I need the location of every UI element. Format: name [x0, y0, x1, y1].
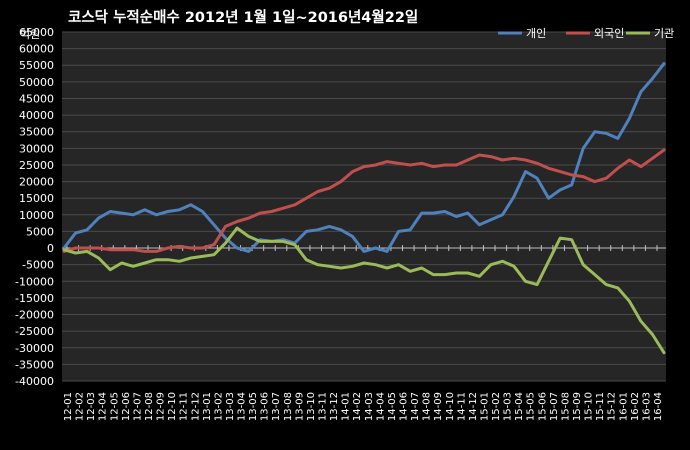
x-tick-label: 13-06 [260, 392, 271, 421]
x-tick-label: 13-11 [318, 392, 329, 421]
series-line-개인 [62, 62, 666, 253]
legend-label: 외국인 [594, 27, 624, 40]
x-tick-label: 12-03 [86, 392, 97, 421]
x-axis: 12-01 12-02 12-03 12-04 12-05 12-06 12-07 12-08… [62, 245, 666, 421]
y-tick-label: 60000 [19, 43, 54, 56]
series-line-기관 [62, 226, 666, 355]
y-tick-label: -40000 [15, 375, 54, 388]
y-tick-label: -15000 [15, 292, 54, 305]
y-tick-label: 50000 [19, 76, 54, 89]
y-tick-label: 5000 [26, 225, 54, 238]
x-tick-label: 12-01 [63, 392, 74, 421]
x-tick-label: 14-08 [422, 392, 433, 421]
x-tick-label: 15-01 [479, 392, 490, 421]
chart-title: 코스닥 누적순매수 2012년 1월 1일~2016년4월22일 [68, 8, 418, 26]
x-tick-label: 14-03 [364, 392, 375, 421]
x-tick-label: 15-03 [503, 392, 514, 421]
x-tick-label: 13-08 [283, 392, 294, 421]
x-tick-label: 12-12 [190, 392, 201, 421]
x-tick-label: 12-05 [109, 392, 120, 421]
x-tick-label: 14-07 [410, 392, 421, 421]
y-tick-label: -35000 [15, 358, 54, 371]
x-tick-label: 12-06 [121, 392, 132, 421]
y-tick-label: -5000 [22, 259, 54, 272]
y-tick-label: 0 [47, 242, 54, 255]
x-tick-label: 12-02 [75, 392, 86, 421]
x-tick-label: 12-08 [144, 392, 155, 421]
x-tick-label: 14-06 [398, 392, 409, 421]
x-tick-label: 13-03 [225, 392, 236, 421]
series-lines [62, 62, 666, 355]
y-tick-label: 15000 [19, 192, 54, 205]
x-tick-label: 12-09 [156, 392, 167, 421]
y-tick-label: 40000 [19, 109, 54, 122]
gridlines [62, 31, 666, 382]
x-tick-label: 16-01 [618, 392, 629, 421]
y-tick-label: 45000 [19, 92, 54, 105]
y-tick-label: 55000 [19, 59, 54, 72]
legend-label: 기관 [654, 27, 674, 40]
x-tick-label: 15-02 [491, 392, 502, 421]
x-tick-label: 14-05 [387, 392, 398, 421]
x-tick-label: 16-02 [630, 392, 641, 421]
y-tick-label: 35000 [19, 126, 54, 139]
series-line-외국인 [62, 148, 666, 253]
y-tick-label: -20000 [15, 309, 54, 322]
x-tick-label: 15-06 [537, 392, 548, 421]
x-tick-label: 13-12 [329, 392, 340, 421]
y-tick-label: 10000 [19, 209, 54, 222]
x-tick-label: 12-04 [98, 392, 109, 421]
x-tick-label: 13-05 [248, 392, 259, 421]
y-tick-label: -30000 [15, 342, 54, 355]
x-tick-label: 12-10 [167, 392, 178, 421]
x-tick-label: 15-07 [549, 392, 560, 421]
y-tick-label: 65000 [19, 26, 54, 39]
x-tick-label: 14-01 [341, 392, 352, 421]
plot-area [62, 32, 666, 381]
y-tick-label: 25000 [19, 159, 54, 172]
x-tick-label: 14-04 [375, 392, 386, 421]
x-tick-label: 13-07 [271, 392, 282, 421]
x-tick-label: 15-10 [584, 392, 595, 421]
x-tick-label: 15-11 [595, 392, 606, 421]
y-axis-label: 억원 [20, 28, 40, 41]
y-tick-label: -25000 [15, 325, 54, 338]
y-tick-label: 20000 [19, 176, 54, 189]
x-tick-label: 14-10 [445, 392, 456, 421]
x-tick-label: 15-09 [572, 392, 583, 421]
legend: 개인 외국인 기관 [498, 27, 674, 40]
x-tick-label: 13-02 [213, 392, 224, 421]
x-tick-label: 13-10 [306, 392, 317, 421]
y-tick-label: -10000 [15, 275, 54, 288]
y-axis: 6500060000550005000045000400003500030000… [15, 26, 54, 388]
x-tick-label: 14-09 [433, 392, 444, 421]
x-tick-label: 12-07 [132, 392, 143, 421]
x-tick-label: 13-04 [237, 392, 248, 421]
x-tick-label: 13-01 [202, 392, 213, 421]
x-tick-label: 14-02 [352, 392, 363, 421]
x-tick-label: 14-11 [456, 392, 467, 421]
y-tick-label: 30000 [19, 142, 54, 155]
x-tick-label: 16-03 [641, 392, 652, 421]
x-tick-label: 15-04 [514, 392, 525, 421]
x-tick-label: 12-11 [179, 392, 190, 421]
x-tick-label: 15-08 [560, 392, 571, 421]
x-tick-label: 16-04 [653, 392, 664, 421]
x-tick-label: 14-12 [468, 392, 479, 421]
x-tick-label: 15-12 [607, 392, 618, 421]
x-tick-label: 15-05 [526, 392, 537, 421]
x-tick-label: 13-09 [294, 392, 305, 421]
legend-label: 개인 [526, 27, 546, 40]
